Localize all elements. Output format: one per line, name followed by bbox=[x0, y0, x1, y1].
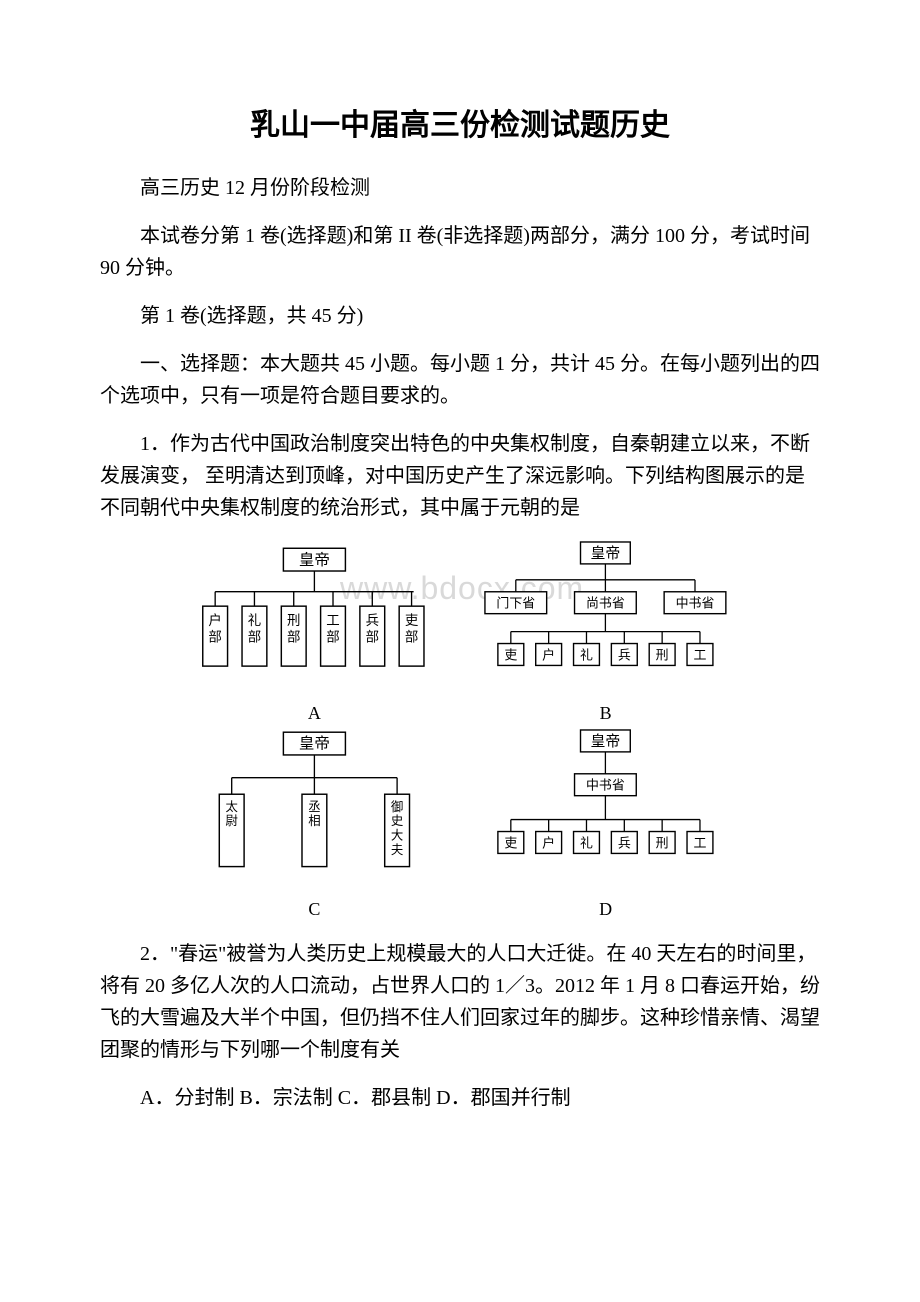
svg-text:尚书省: 尚书省 bbox=[586, 596, 625, 611]
diagram-row-1: 皇帝 户部礼部刑部工部兵部吏部 皇帝 bbox=[180, 540, 740, 695]
exam-intro: 本试卷分第 1 卷(选择题)和第 II 卷(非选择题)两部分，满分 100 分，… bbox=[100, 220, 820, 284]
caption-d: D bbox=[471, 899, 740, 920]
diagram-d-top: 皇帝 bbox=[591, 733, 621, 750]
diagram-container: www.bdocx.com 皇帝 户部礼部刑部工部兵部吏部 皇帝 bbox=[180, 540, 740, 920]
svg-text:刑: 刑 bbox=[656, 647, 669, 662]
page-title: 乳山一中届高三份检测试题历史 bbox=[100, 100, 820, 144]
svg-text:工: 工 bbox=[694, 647, 707, 662]
svg-text:吏: 吏 bbox=[505, 836, 518, 851]
svg-text:户: 户 bbox=[542, 647, 555, 662]
svg-text:太尉: 太尉 bbox=[226, 799, 239, 828]
diagram-d-mid: 中书省 bbox=[586, 778, 625, 793]
svg-text:刑部: 刑部 bbox=[287, 613, 300, 645]
svg-text:兵: 兵 bbox=[618, 647, 631, 662]
diagram-d-row2: 吏户礼兵刑工 bbox=[498, 820, 713, 854]
question-1: 1．作为古代中国政治制度突出特色的中央集权制度，自秦朝建立以来，不断发展演变， … bbox=[100, 428, 820, 524]
svg-text:兵部: 兵部 bbox=[366, 613, 379, 645]
svg-text:礼部: 礼部 bbox=[248, 613, 261, 645]
section-1-header: 第 1 卷(选择题，共 45 分) bbox=[100, 300, 820, 332]
diagram-a: 皇帝 户部礼部刑部工部兵部吏部 bbox=[180, 540, 449, 695]
diagram-b-row2: 吏户礼兵刑工 bbox=[498, 632, 713, 666]
diagram-c: 皇帝 太尉 丞相 御史大夫 bbox=[180, 726, 449, 891]
svg-text:吏: 吏 bbox=[505, 647, 518, 662]
svg-text:吏部: 吏部 bbox=[405, 613, 419, 645]
diagram-row-2: 皇帝 太尉 丞相 御史大夫 皇帝 中书省 吏 户 礼 兵 刑 工 bbox=[180, 726, 740, 891]
svg-text:中书省: 中书省 bbox=[676, 596, 715, 611]
svg-text:工: 工 bbox=[694, 836, 707, 851]
svg-text:户: 户 bbox=[542, 836, 555, 851]
svg-text:门下省: 门下省 bbox=[497, 596, 536, 611]
svg-text:工部: 工部 bbox=[326, 613, 339, 645]
question-2-options: A．分封制 B．宗法制 C．郡县制 D．郡国并行制 bbox=[100, 1082, 820, 1114]
svg-text:兵: 兵 bbox=[618, 836, 631, 851]
svg-text:丞相: 丞相 bbox=[308, 800, 320, 828]
svg-text:御史大夫: 御史大夫 bbox=[391, 799, 403, 857]
caption-a: A bbox=[180, 703, 449, 724]
caption-b: B bbox=[471, 703, 740, 724]
svg-text:刑: 刑 bbox=[656, 836, 669, 851]
diagram-c-top: 皇帝 bbox=[299, 735, 330, 753]
diagram-a-top: 皇帝 bbox=[299, 551, 330, 569]
choice-instructions: 一、选择题：本大题共 45 小题。每小题 1 分，共计 45 分。在每小题列出的… bbox=[100, 348, 820, 412]
diagram-a-boxes: 户部礼部刑部工部兵部吏部 bbox=[203, 592, 424, 666]
diagram-b-top: 皇帝 bbox=[591, 545, 621, 562]
caption-c: C bbox=[180, 899, 449, 920]
svg-text:礼: 礼 bbox=[580, 836, 593, 851]
diagram-c-boxes: 太尉 丞相 御史大夫 bbox=[219, 794, 409, 866]
diagram-d: 皇帝 中书省 吏 户 礼 兵 刑 工 bbox=[471, 726, 740, 891]
subtitle: 高三历史 12 月份阶段检测 bbox=[100, 172, 820, 204]
diagram-b: 皇帝 门下省 尚书省 中书省 吏 户 礼 兵 刑 工 bbox=[471, 540, 740, 695]
question-2: 2．"春运"被誉为人类历史上规模最大的人口大迁徙。在 40 天左右的时间里，将有… bbox=[100, 938, 820, 1066]
svg-text:礼: 礼 bbox=[580, 647, 593, 662]
